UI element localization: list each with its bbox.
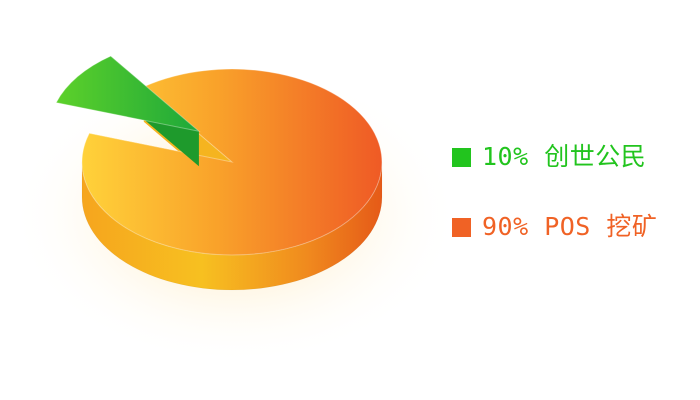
chart-legend: 10% 创世公民 90% POS 挖矿 — [452, 139, 692, 279]
legend-swatch-green — [452, 147, 471, 167]
legend-label: 10% 创世公民 — [482, 142, 647, 171]
slice-pos-mining — [81, 68, 383, 256]
legend-item-pos-mining: 90% POS 挖矿 — [452, 209, 692, 245]
slice-genesis-citizens — [55, 55, 201, 133]
legend-swatch-orange — [452, 217, 471, 237]
legend-label: 90% POS 挖矿 — [482, 212, 658, 241]
legend-item-genesis-citizens: 10% 创世公民 — [452, 139, 692, 175]
